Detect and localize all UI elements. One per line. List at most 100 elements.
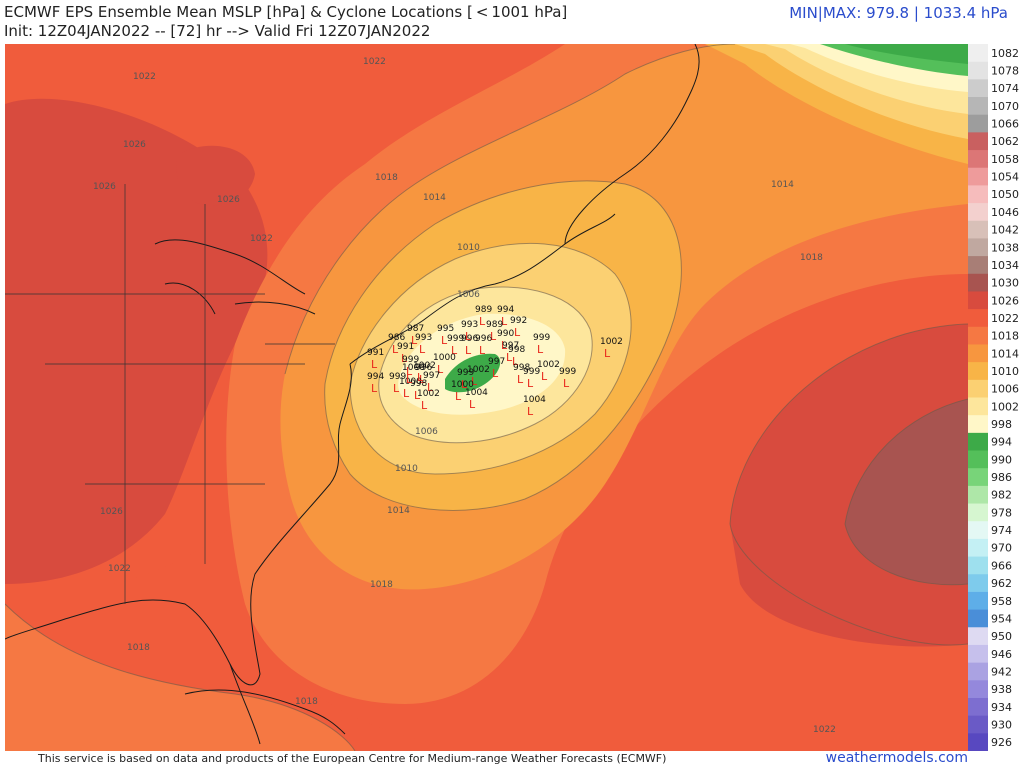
- colorbar-swatch: [968, 220, 988, 239]
- init-valid-time: Init: 12Z04JAN2022 -- [72] hr --> Valid …: [4, 22, 431, 40]
- cyclone-pressure-label: 1004: [523, 395, 546, 405]
- colorbar-swatch: [968, 644, 988, 664]
- site-link[interactable]: weathermodels.com: [825, 750, 968, 766]
- colorbar-swatch: [968, 167, 988, 186]
- colorbar-swatch: [968, 521, 988, 540]
- colorbar-label: 994: [991, 436, 1012, 449]
- field-1026-us: [5, 98, 268, 584]
- colorbar-swatch: [968, 468, 988, 487]
- field-990-north: [835, 44, 968, 64]
- cyclone-low-marker: L: [469, 398, 476, 411]
- contour-label: 1026: [100, 507, 123, 517]
- cyclone-pressure-label: 1002: [413, 361, 436, 371]
- colorbar-label: 1046: [991, 206, 1019, 219]
- colorbar-swatch: [968, 114, 988, 133]
- colorbar-label: 1070: [991, 100, 1019, 113]
- colorbar-label: 926: [991, 736, 1012, 749]
- cyclone-low-marker: L: [604, 347, 611, 360]
- cyclone-pressure-label: 998: [513, 363, 530, 373]
- colorbar-swatch: [968, 273, 988, 292]
- coastline-canada: [564, 44, 700, 245]
- cyclone-pressure-label: 999: [559, 367, 576, 377]
- cyclone-low-marker: L: [392, 343, 399, 356]
- cyclone-pressure-label: 998: [508, 345, 525, 355]
- florida: [229, 663, 261, 745]
- cyclone-pressure-label: 997: [488, 357, 505, 367]
- cyclone-low-marker: L: [563, 377, 570, 390]
- cyclone-pressure-label: 991: [367, 348, 384, 358]
- field-994-core: [445, 353, 501, 393]
- cyclone-low-marker: L: [490, 330, 497, 343]
- colorbar-swatch: [968, 256, 988, 275]
- colorbar-swatch: [968, 697, 988, 717]
- cyclone-pressure-label: 989: [475, 305, 492, 315]
- cuba: [184, 689, 346, 735]
- colorbar-swatch: [968, 185, 988, 204]
- cyclone-pressure-label: 999: [389, 372, 406, 382]
- field-1026-north: [176, 145, 255, 206]
- colorbar-swatch: [968, 662, 988, 681]
- cyclone-low-marker: L: [417, 371, 424, 384]
- contour-label: 1006: [457, 290, 480, 300]
- cyclone-pressure-label: 993: [461, 320, 478, 330]
- colorbar-swatch: [968, 627, 988, 646]
- colorbar-label: 962: [991, 577, 1012, 590]
- cyclone-pressure-label: 999: [447, 334, 464, 344]
- cyclone-pressure-label: 1000: [399, 377, 422, 387]
- contour-label: 1018: [800, 253, 823, 263]
- min-max-readout: MIN|MAX: 979.8 | 1033.4 hPa: [789, 4, 1008, 22]
- colorbar-label: 930: [991, 718, 1012, 731]
- contour-label: 1022: [133, 72, 156, 82]
- colorbar-label: 974: [991, 524, 1012, 537]
- colorbar-label: 950: [991, 630, 1012, 643]
- coastline-east-us: [5, 363, 352, 686]
- contour-label: 1018: [370, 580, 393, 590]
- mslp-map: 1022 1026 1026 1026 1022 1022 1018 1014 …: [5, 44, 968, 751]
- colorbar-swatch: [968, 44, 988, 63]
- cyclone-low-marker: L: [479, 344, 486, 357]
- colorbar-swatch: [968, 680, 988, 699]
- colorbar-swatch: [968, 556, 988, 575]
- cyclone-low-marker: L: [419, 373, 426, 386]
- colorbar-swatch: [968, 309, 988, 328]
- colorbar-label: 1014: [991, 347, 1019, 360]
- contour-label: 1022: [813, 725, 836, 735]
- colorbar-swatch: [968, 238, 988, 257]
- colorbar-swatch: [968, 203, 988, 222]
- cyclone-pressure-label: 992: [510, 316, 527, 326]
- colorbar-label: 966: [991, 559, 1012, 572]
- colorbar-label: 1018: [991, 330, 1019, 343]
- cyclone-low-marker: L: [427, 381, 434, 394]
- field-1018-south: [5, 604, 355, 751]
- cyclone-low-marker: L: [371, 382, 378, 395]
- cyclone-pressure-label: 996: [461, 334, 478, 344]
- cyclone-low-marker: L: [517, 373, 524, 386]
- colorbar-swatch: [968, 150, 988, 169]
- colorbar-label: 1062: [991, 135, 1019, 148]
- cyclone-pressure-label: 1000: [433, 353, 456, 363]
- colorbar-label: 1010: [991, 365, 1019, 378]
- cyclone-low-marker: L: [455, 390, 462, 403]
- colorbar-label: 1066: [991, 118, 1019, 131]
- colorbar-swatch: [968, 362, 988, 381]
- cyclone-low-marker: L: [465, 330, 472, 343]
- colorbar-label: 1054: [991, 171, 1019, 184]
- cyclone-low-marker: L: [451, 344, 458, 357]
- cyclone-low-marker: L: [411, 334, 418, 347]
- cyclone-low-marker: L: [492, 367, 499, 380]
- cyclone-pressure-label: 998: [410, 379, 427, 389]
- contour-label: 1006: [415, 427, 438, 437]
- colorbar-label: 938: [991, 683, 1012, 696]
- cyclone-low-marker: L: [414, 389, 421, 402]
- colorbar-swatch: [968, 326, 988, 345]
- colorbar-swatch: [968, 715, 988, 734]
- cyclone-low-marker: L: [501, 315, 508, 328]
- colorbar-label: 1050: [991, 188, 1019, 201]
- colorbar-swatch: [968, 450, 988, 469]
- contour-label: 1014: [423, 193, 446, 203]
- colorbar-label: 1006: [991, 383, 1019, 396]
- contour-label: 1022: [250, 234, 273, 244]
- cyclone-low-marker: L: [421, 399, 428, 412]
- contour-label: 1022: [108, 564, 131, 574]
